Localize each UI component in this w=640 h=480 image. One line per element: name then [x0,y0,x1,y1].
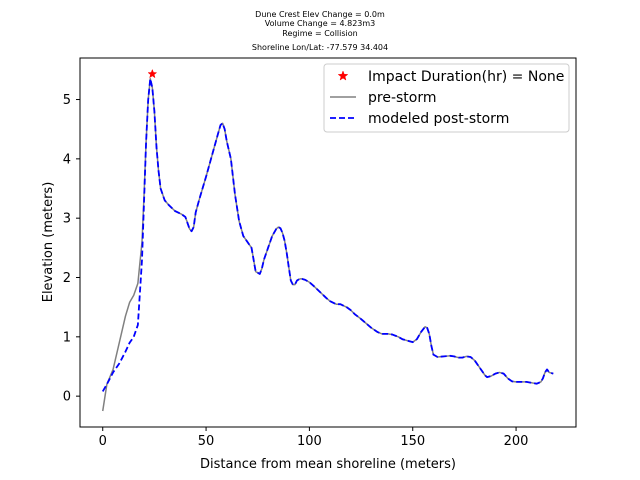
legend-label-impact: Impact Duration(hr) = None [368,69,564,85]
x-tick-label: 50 [198,434,215,449]
x-axis-label: Distance from mean shoreline (meters) [200,457,456,472]
series-modeled-post-storm-line [101,77,554,392]
legend-box [323,63,570,133]
y-tick-label: 2 [63,271,71,286]
x-tick-label: 150 [400,434,425,449]
y-tick-label: 1 [63,330,71,345]
impact-star-marker [147,68,158,79]
legend: Impact Duration(hr) = None pre-storm mod… [323,63,570,133]
x-axis: 0 50 100 150 200 [99,427,529,449]
x-tick-label: 200 [504,434,529,449]
title-line-2: Volume Change = 4.823m3 [265,19,376,28]
x-tick-label: 0 [99,434,107,449]
chart-title: Dune Crest Elev Change = 0.0m Volume Cha… [252,10,388,52]
title-line-3: Regime = Collision [282,29,357,38]
y-axis-label: Elevation (meters) [41,182,56,303]
y-tick-label: 4 [63,152,71,167]
plot-area [101,68,554,412]
plot-frame [79,57,577,428]
legend-label-pre-storm: pre-storm [368,90,437,106]
title-line-4: Shoreline Lon/Lat: -77.579 34.404 [252,43,388,52]
title-line-1: Dune Crest Elev Change = 0.0m [255,10,385,19]
y-tick-label: 5 [63,93,71,108]
legend-label-post-storm: modeled post-storm [368,111,509,127]
star-icon [337,70,349,81]
y-tick-label: 3 [63,212,71,227]
x-tick-label: 100 [297,434,322,449]
legend-star-marker [337,70,349,81]
y-axis: 0 1 2 3 4 5 [63,93,80,405]
y-tick-label: 0 [63,390,71,405]
